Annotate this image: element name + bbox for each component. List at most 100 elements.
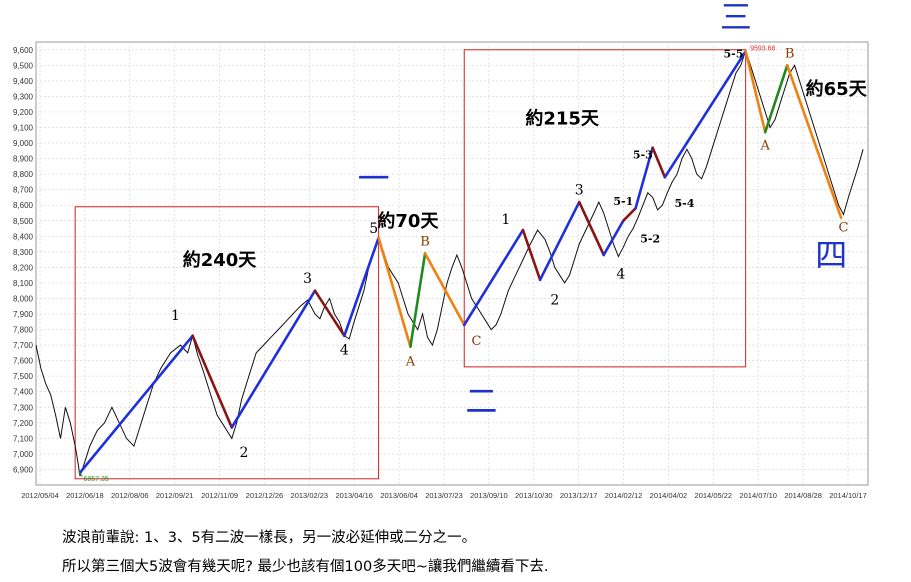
sub-wave-label: 5-1 bbox=[613, 195, 633, 208]
caption-line-1: 波浪前輩說: 1、3、5有二波一樣長，另一波必延伸或二分之一。 bbox=[62, 530, 477, 546]
major-wave-label: 三 bbox=[720, 0, 752, 36]
y-tick-label: 8,600 bbox=[13, 201, 34, 210]
wave-line bbox=[377, 236, 412, 348]
y-tick-label: 6,900 bbox=[13, 465, 34, 474]
x-tick-label: 2012/11/09 bbox=[201, 491, 238, 500]
wave-line bbox=[409, 252, 427, 348]
sub-wave-label: 5-3 bbox=[633, 149, 653, 162]
x-tick-label: 2014/05/22 bbox=[695, 491, 733, 500]
y-tick-label: 8,500 bbox=[13, 217, 34, 226]
duration-label: 約70天 bbox=[377, 210, 439, 232]
x-tick-label: 2012/08/06 bbox=[111, 491, 149, 500]
x-tick-label: 2014/10/17 bbox=[829, 491, 867, 500]
y-tick-label: 7,400 bbox=[13, 388, 34, 397]
wave-label: 4 bbox=[340, 342, 349, 358]
wave-label: 3 bbox=[575, 182, 584, 198]
caption-line-2: 所以第三個大5波會有幾天呢? 最少也該有個100多天吧~讓我們繼續看下去. bbox=[62, 559, 549, 575]
x-tick-label: 2012/09/21 bbox=[156, 491, 194, 500]
duration-label: 約215天 bbox=[525, 107, 600, 129]
wave-line bbox=[744, 50, 767, 134]
y-tick-label: 9,500 bbox=[13, 61, 34, 70]
wave-line bbox=[313, 289, 346, 338]
wave-label: 4 bbox=[616, 266, 625, 282]
y-tick-label: 8,800 bbox=[13, 170, 34, 179]
x-tick-label: 2012/05/04 bbox=[21, 491, 59, 500]
x-tick-label: 2013/09/10 bbox=[470, 491, 508, 500]
wave-label: 2 bbox=[550, 293, 559, 309]
wave-label: 1 bbox=[501, 212, 510, 228]
wave-line bbox=[763, 64, 789, 134]
wave-line bbox=[577, 200, 606, 257]
y-tick-label: 7,200 bbox=[13, 419, 34, 428]
major-wave-label: 一 bbox=[358, 160, 390, 198]
wave-label: 3 bbox=[303, 271, 312, 287]
high-value-label: 9593.68 bbox=[750, 46, 775, 53]
wave-label: 1 bbox=[171, 308, 180, 324]
x-tick-label: 2014/04/02 bbox=[650, 491, 688, 500]
wave-line bbox=[651, 146, 667, 179]
wave-line bbox=[191, 334, 234, 429]
y-tick-label: 8,000 bbox=[13, 294, 34, 303]
sub-wave-label: 5-5 bbox=[723, 48, 743, 61]
plot-area bbox=[35, 41, 869, 486]
y-tick-label: 9,400 bbox=[13, 77, 34, 86]
wave-line bbox=[78, 334, 194, 474]
wave-line bbox=[521, 228, 542, 282]
y-tick-label: 7,800 bbox=[13, 326, 34, 335]
y-tick-label: 7,000 bbox=[13, 450, 34, 459]
major-wave-label: 二 bbox=[465, 382, 497, 420]
wave-line bbox=[663, 50, 747, 179]
x-tick-label: 2014/08/28 bbox=[784, 491, 822, 500]
correction-label: C bbox=[839, 221, 849, 236]
y-tick-label: 7,900 bbox=[13, 310, 34, 319]
y-tick-label: 7,300 bbox=[13, 403, 34, 412]
y-tick-label: 7,500 bbox=[13, 372, 34, 381]
correction-label: C bbox=[471, 334, 481, 349]
wave-line bbox=[462, 228, 525, 327]
y-tick-label: 8,400 bbox=[13, 232, 34, 241]
wave-line bbox=[423, 252, 466, 327]
sub-wave-label: 5-4 bbox=[675, 197, 695, 210]
y-tick-label: 8,300 bbox=[13, 248, 34, 257]
y-tick-label: 8,200 bbox=[13, 263, 34, 272]
y-tick-label: 7,600 bbox=[13, 357, 34, 366]
wave-label: 5 bbox=[369, 221, 378, 237]
wave-line bbox=[602, 219, 625, 257]
x-tick-label: 2014/07/10 bbox=[739, 491, 777, 500]
wave-line bbox=[621, 207, 637, 223]
y-tick-label: 9,200 bbox=[13, 108, 34, 117]
x-tick-label: 2012/06/18 bbox=[66, 491, 104, 500]
y-tick-label: 9,000 bbox=[13, 139, 34, 148]
highlight-box bbox=[463, 49, 747, 368]
wave-line bbox=[538, 200, 581, 282]
correction-label: B bbox=[420, 235, 430, 250]
x-tick-label: 2013/02/23 bbox=[291, 491, 329, 500]
correction-label: B bbox=[785, 47, 795, 62]
low-marker bbox=[78, 470, 83, 478]
y-tick-label: 8,900 bbox=[13, 155, 34, 164]
wave-line bbox=[343, 236, 380, 338]
wave-line bbox=[785, 64, 843, 219]
duration-label: 約65天 bbox=[806, 78, 868, 100]
y-tick-label: 9,300 bbox=[13, 92, 34, 101]
wave-line bbox=[230, 289, 317, 429]
x-tick-label: 2012/12/26 bbox=[246, 491, 284, 500]
x-tick-label: 2014/02/12 bbox=[605, 491, 643, 500]
x-tick-label: 2013/12/17 bbox=[560, 491, 598, 500]
elliott-wave-chart: 6,900 7,000 7,100 7,200 7,300 7,400 7,500 7,600… bbox=[13, 0, 869, 500]
sub-wave-label: 5-2 bbox=[640, 233, 660, 246]
low-value-label: 6857.35 bbox=[83, 476, 108, 483]
y-tick-label: 8,700 bbox=[13, 186, 34, 195]
y-tick-label: 9,600 bbox=[13, 46, 34, 55]
highlight-box bbox=[74, 206, 380, 480]
x-tick-label: 2013/06/04 bbox=[380, 491, 418, 500]
wave-label: 2 bbox=[240, 445, 249, 461]
correction-label: A bbox=[760, 138, 771, 153]
x-tick-label: 2013/04/16 bbox=[335, 491, 373, 500]
duration-label: 約240天 bbox=[183, 249, 258, 271]
y-tick-label: 8,100 bbox=[13, 279, 34, 288]
y-tick-label: 9,100 bbox=[13, 123, 34, 132]
wave-line bbox=[634, 146, 654, 210]
major-wave-label: 四 bbox=[815, 236, 847, 274]
